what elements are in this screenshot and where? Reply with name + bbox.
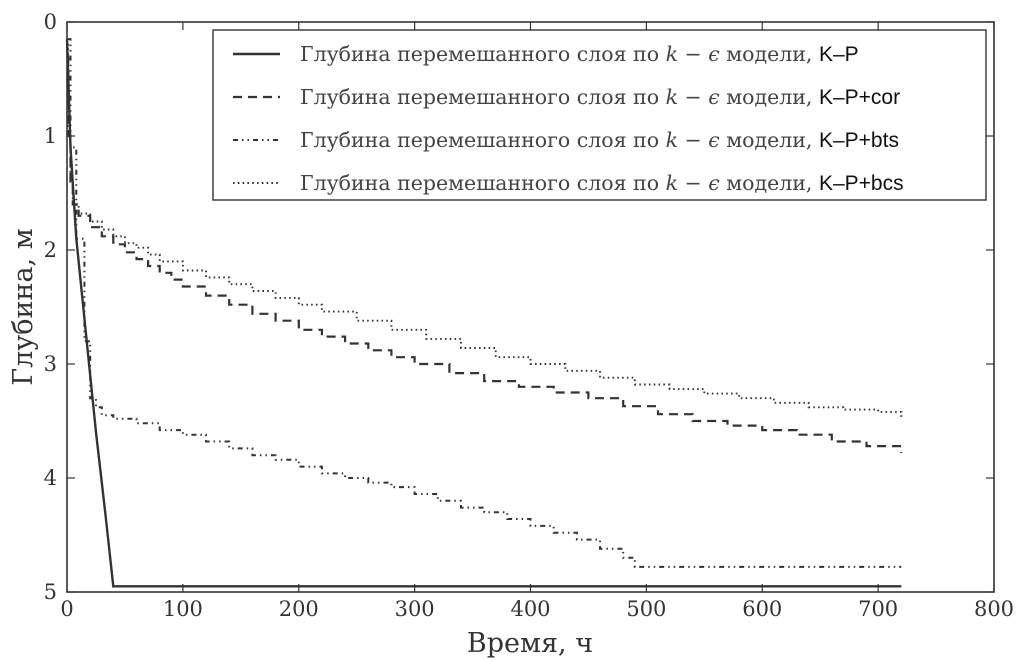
y-tick-label: 1	[44, 124, 57, 148]
x-tick-label: 500	[626, 597, 666, 621]
y-tick-label: 4	[44, 466, 57, 490]
series-layer	[65, 38, 903, 588]
y-tick-label: 0	[44, 10, 57, 34]
series-line-1	[67, 55, 903, 453]
x-tick-label: 100	[163, 597, 203, 621]
y-axis-label: Глубина, м	[8, 228, 39, 385]
y-tick-label: 5	[44, 580, 57, 604]
x-tick-label: 800	[974, 597, 1014, 621]
x-tick-label: 400	[510, 597, 550, 621]
y-tick-label: 2	[44, 238, 57, 262]
legend: Глубина перемешанного слоя по k − ϵ моде…	[212, 29, 987, 201]
legend-entry-label: Глубина перемешанного слоя по k − ϵ моде…	[300, 171, 904, 195]
legend-entry-label: Глубина перемешанного слоя по k − ϵ моде…	[300, 128, 899, 152]
x-tick-label: 300	[395, 597, 435, 621]
legend-box	[212, 29, 987, 201]
x-tick-label: 200	[279, 597, 319, 621]
series-line-2	[67, 38, 902, 568]
legend-entry-label: Глубина перемешанного слоя по k − ϵ моде…	[300, 42, 859, 66]
x-tick-label: 600	[742, 597, 782, 621]
x-tick-label: 700	[858, 597, 898, 621]
legend-entry-label: Глубина перемешанного слоя по k − ϵ моде…	[300, 85, 900, 109]
ticks-layer: 0 100 200 300 400 500 600 700 800 0 1 2 3 4 5	[44, 10, 1014, 621]
y-tick-label: 3	[44, 352, 57, 376]
x-axis-label: Время, ч	[467, 628, 593, 659]
x-tick-label: 0	[60, 597, 73, 621]
series-line-3	[67, 43, 903, 419]
